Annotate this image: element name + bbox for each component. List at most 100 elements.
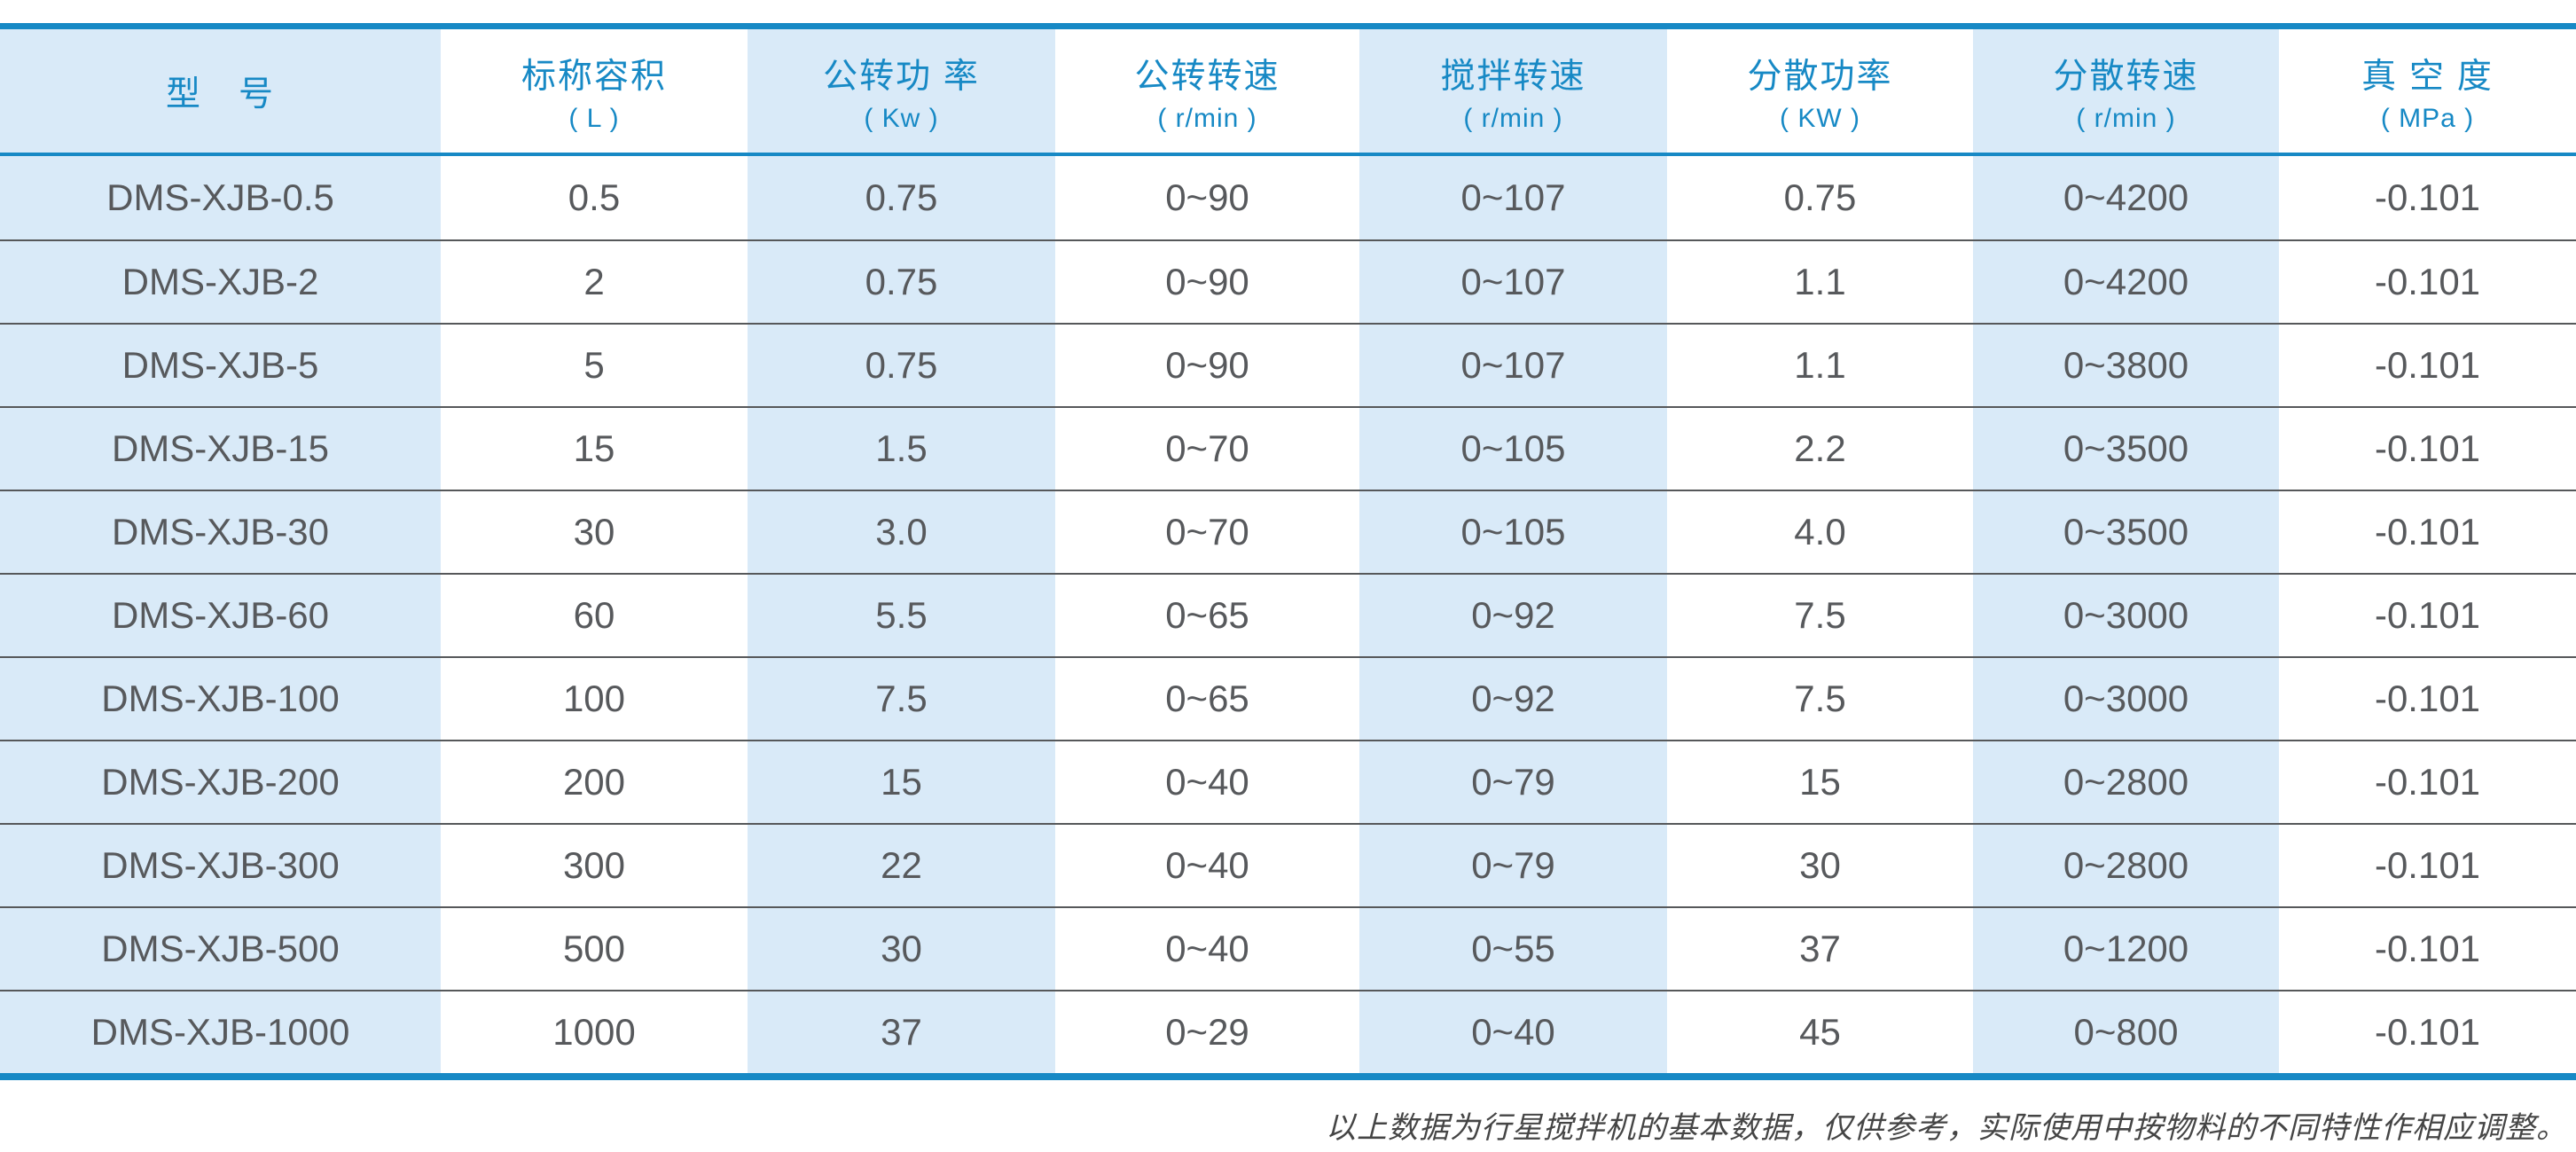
value-cell: 15 — [441, 408, 748, 490]
table-row: DMS-XJB-5 5 0.75 0~90 0~107 1.1 0~3800 -0.101 — [0, 323, 2576, 406]
value-cell: 0~92 — [1359, 575, 1667, 656]
value-cell: 7.5 — [1667, 658, 1973, 740]
value-cell: -0.101 — [2279, 491, 2576, 573]
table-row: DMS-XJB-15 15 1.5 0~70 0~105 2.2 0~3500 -0.101 — [0, 406, 2576, 490]
value-cell: 7.5 — [1667, 575, 1973, 656]
model-cell: DMS-XJB-300 — [0, 825, 441, 906]
header-cell: 真 空 度 ( MPa ) — [2279, 29, 2576, 153]
header-title: 标称容积 — [521, 57, 667, 96]
table-row: DMS-XJB-60 60 5.5 0~65 0~92 7.5 0~3000 -0.101 — [0, 573, 2576, 656]
value-cell: 0~90 — [1055, 325, 1359, 406]
value-cell: 0~107 — [1359, 325, 1667, 406]
model-cell: DMS-XJB-0.5 — [0, 156, 441, 239]
table-header-row: 型 号标称容积( L ) 公转功 率( Kw ) 公转转速( r/min ) 搅拌转速… — [0, 29, 2576, 156]
header-cell: 搅拌转速 ( r/min ) — [1359, 29, 1667, 153]
value-cell: 0.5 — [441, 156, 748, 239]
value-cell: 0~800 — [1973, 991, 2279, 1073]
header-title: 型 号 — [165, 74, 275, 114]
value-cell: 100 — [441, 658, 748, 740]
value-cell: -0.101 — [2279, 408, 2576, 490]
value-cell: 1.1 — [1667, 241, 1973, 323]
header-cell: 公转功 率 ( Kw ) — [748, 29, 1055, 153]
value-cell: -0.101 — [2279, 908, 2576, 990]
table-row: DMS-XJB-300 300 22 0~40 0~79 30 0~2800 -0.101 — [0, 823, 2576, 906]
value-cell: 0~3800 — [1973, 325, 2279, 406]
value-cell: 30 — [1667, 825, 1973, 906]
value-cell: 5.5 — [748, 575, 1055, 656]
value-cell: 0.75 — [748, 156, 1055, 239]
table-row: DMS-XJB-2 2 0.75 0~90 0~107 1.1 0~4200 -0.101 — [0, 239, 2576, 323]
value-cell: 0~40 — [1055, 741, 1359, 823]
value-cell: 3.0 — [748, 491, 1055, 573]
spec-table: 型 号标称容积( L ) 公转功 率( Kw ) 公转转速( r/min ) 搅拌转速… — [0, 23, 2576, 1080]
model-cell: DMS-XJB-500 — [0, 908, 441, 990]
header-unit: ( r/min ) — [2076, 103, 2176, 133]
value-cell: 0~79 — [1359, 825, 1667, 906]
value-cell: -0.101 — [2279, 741, 2576, 823]
value-cell: 1000 — [441, 991, 748, 1073]
value-cell: 37 — [1667, 908, 1973, 990]
value-cell: 0~29 — [1055, 991, 1359, 1073]
value-cell: 0~79 — [1359, 741, 1667, 823]
model-cell: DMS-XJB-100 — [0, 658, 441, 740]
value-cell: 0~3500 — [1973, 408, 2279, 490]
value-cell: 0~107 — [1359, 241, 1667, 323]
value-cell: 0~105 — [1359, 491, 1667, 573]
value-cell: 0~65 — [1055, 575, 1359, 656]
table-row: DMS-XJB-30 30 3.0 0~70 0~105 4.0 0~3500 -0.101 — [0, 490, 2576, 573]
value-cell: 30 — [441, 491, 748, 573]
value-cell: 0~2800 — [1973, 741, 2279, 823]
footnote: 以上数据为行星搅拌机的基本数据，仅供参考，实际使用中按物料的不同特性作相应调整。 — [1326, 1110, 2567, 1146]
header-unit: ( MPa ) — [2380, 103, 2475, 133]
value-cell: 2 — [441, 241, 748, 323]
value-cell: 1.5 — [748, 408, 1055, 490]
header-cell: 型 号 — [0, 29, 441, 153]
value-cell: 0~65 — [1055, 658, 1359, 740]
header-title: 真 空 度 — [2361, 57, 2494, 96]
value-cell: 15 — [748, 741, 1055, 823]
table-row: DMS-XJB-200 200 15 0~40 0~79 15 0~2800 -0.101 — [0, 740, 2576, 823]
table-row: DMS-XJB-100 100 7.5 0~65 0~92 7.5 0~3000 -0.101 — [0, 656, 2576, 740]
value-cell: -0.101 — [2279, 241, 2576, 323]
table-body: DMS-XJB-0.5 0.5 0.75 0~90 0~107 0.75 0~4200 -0.… — [0, 156, 2576, 1073]
value-cell: -0.101 — [2279, 658, 2576, 740]
value-cell: 7.5 — [748, 658, 1055, 740]
value-cell: 0.75 — [748, 241, 1055, 323]
value-cell: 5 — [441, 325, 748, 406]
value-cell: 0~4200 — [1973, 156, 2279, 239]
model-cell: DMS-XJB-1000 — [0, 991, 441, 1073]
table-row: DMS-XJB-1000 1000 37 0~29 0~40 45 0~800 -0.101 — [0, 990, 2576, 1073]
value-cell: -0.101 — [2279, 575, 2576, 656]
header-title: 公转功 率 — [823, 57, 980, 96]
value-cell: 45 — [1667, 991, 1973, 1073]
header-cell: 分散转速 ( r/min ) — [1973, 29, 2279, 153]
value-cell: 0~105 — [1359, 408, 1667, 490]
value-cell: 0~4200 — [1973, 241, 2279, 323]
value-cell: 0.75 — [1667, 156, 1973, 239]
value-cell: 37 — [748, 991, 1055, 1073]
value-cell: -0.101 — [2279, 825, 2576, 906]
header-title: 搅拌转速 — [1440, 57, 1586, 96]
value-cell: 0~1200 — [1973, 908, 2279, 990]
value-cell: 0~55 — [1359, 908, 1667, 990]
value-cell: 0~3000 — [1973, 658, 2279, 740]
value-cell: 22 — [748, 825, 1055, 906]
header-unit: ( r/min ) — [1157, 103, 1257, 133]
value-cell: 30 — [748, 908, 1055, 990]
value-cell: -0.101 — [2279, 991, 2576, 1073]
header-unit: ( r/min ) — [1463, 103, 1563, 133]
model-cell: DMS-XJB-200 — [0, 741, 441, 823]
value-cell: 0~90 — [1055, 241, 1359, 323]
model-cell: DMS-XJB-2 — [0, 241, 441, 323]
value-cell: 4.0 — [1667, 491, 1973, 573]
value-cell: 0~3000 — [1973, 575, 2279, 656]
value-cell: 0~90 — [1055, 156, 1359, 239]
header-cell: 公转转速 ( r/min ) — [1055, 29, 1359, 153]
value-cell: 2.2 — [1667, 408, 1973, 490]
value-cell: 0~2800 — [1973, 825, 2279, 906]
value-cell: 0.75 — [748, 325, 1055, 406]
model-cell: DMS-XJB-60 — [0, 575, 441, 656]
header-unit: ( L ) — [568, 103, 620, 133]
value-cell: 60 — [441, 575, 748, 656]
model-cell: DMS-XJB-15 — [0, 408, 441, 490]
